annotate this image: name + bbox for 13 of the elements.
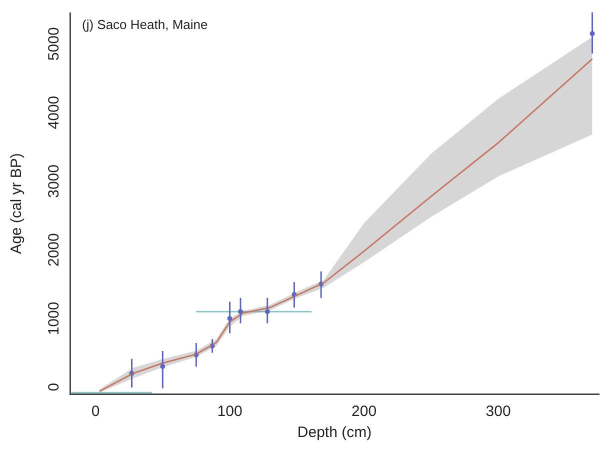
x-tick-label: 300 bbox=[486, 403, 511, 420]
x-axis-title: Depth (cm) bbox=[297, 424, 372, 442]
y-tick-label: 5000 bbox=[46, 27, 63, 61]
y-tick-label: 0 bbox=[46, 382, 63, 392]
y-axis-title: Age (cal yr BP) bbox=[8, 153, 26, 254]
annotation: (j) Saco Heath, Maine bbox=[82, 17, 208, 32]
x-tick-label: 0 bbox=[91, 403, 100, 420]
x-tick-label: 100 bbox=[217, 403, 242, 420]
x-tick-label: 200 bbox=[352, 403, 377, 420]
y-tick-label: 2000 bbox=[46, 233, 63, 267]
y-tick-label: 1000 bbox=[46, 302, 63, 336]
y-tick-label: 4000 bbox=[46, 96, 63, 130]
y-tick-label: 3000 bbox=[46, 164, 63, 198]
